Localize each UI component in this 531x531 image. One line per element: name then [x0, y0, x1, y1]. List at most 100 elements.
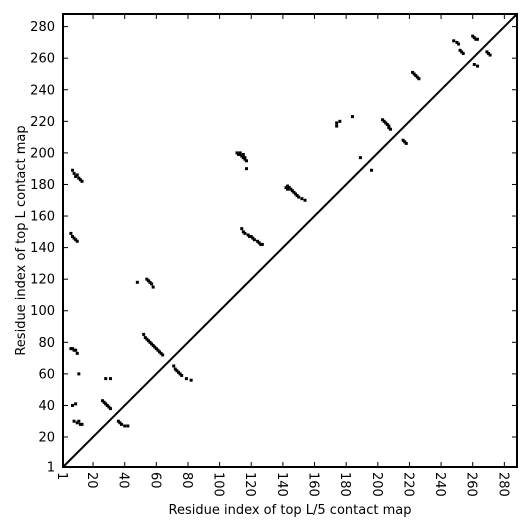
contact-point-upper: [240, 154, 244, 158]
contact-point-upper: [488, 53, 492, 57]
contact-point-upper: [472, 36, 476, 40]
contact-point-upper: [238, 152, 242, 156]
contact-point-upper: [474, 37, 478, 41]
y-axis-label: Residue index of top L contact map: [14, 125, 29, 355]
contact-point-upper: [382, 119, 386, 123]
contact-point-lower: [72, 236, 76, 240]
contact-point-lower: [148, 340, 152, 344]
contact-point-lower: [150, 282, 154, 286]
contact-point-upper: [338, 119, 342, 123]
y-tick-label: 120: [30, 273, 55, 288]
contact-point-lower: [74, 348, 78, 352]
contact-point-upper: [417, 77, 421, 81]
contact-point-lower: [72, 419, 76, 423]
contact-point-lower: [107, 405, 111, 409]
contact-point-lower: [135, 280, 139, 284]
contact-point-lower: [69, 347, 73, 351]
x-tick-label: 240: [432, 472, 447, 497]
contact-point-lower: [104, 377, 108, 381]
contact-point-lower: [72, 171, 76, 175]
contact-point-upper: [455, 40, 459, 44]
contact-point-upper: [256, 239, 260, 243]
contact-point-lower: [159, 351, 163, 355]
contact-point-lower: [154, 347, 158, 351]
y-tick-label: 160: [30, 210, 55, 225]
x-tick-label: 280: [495, 472, 510, 497]
contact-point-lower: [126, 424, 130, 428]
y-tick-label: 40: [38, 399, 55, 414]
y-tick-label: 100: [30, 304, 55, 319]
contact-point-lower: [78, 178, 82, 182]
contact-point-upper: [461, 51, 465, 55]
y-tick-label: 240: [30, 83, 55, 98]
contact-point-upper: [475, 37, 479, 41]
contact-point-lower: [75, 239, 79, 243]
contact-point-lower: [157, 350, 161, 354]
contact-point-lower: [173, 367, 177, 371]
contact-point-upper: [403, 140, 407, 144]
contact-point-lower: [101, 399, 105, 403]
contact-point-upper: [240, 227, 244, 231]
contact-point-lower: [120, 422, 124, 426]
contact-point-lower: [70, 403, 74, 407]
contact-point-upper: [384, 121, 388, 125]
contact-point-lower: [153, 345, 157, 349]
contact-point-lower: [156, 348, 160, 352]
contact-point-lower: [102, 400, 106, 404]
x-tick-label: 20: [84, 472, 99, 489]
contact-point-lower: [74, 402, 78, 406]
contact-point-upper: [401, 138, 405, 142]
x-tick-label: 40: [116, 472, 131, 489]
contact-point-upper: [284, 186, 288, 190]
contact-point-upper: [286, 187, 290, 191]
contact-point-upper: [294, 192, 298, 196]
contact-point-upper: [381, 118, 385, 122]
contact-point-upper: [335, 121, 339, 125]
x-axis-label: Residue index of top L/5 contact map: [169, 503, 412, 518]
contact-point-upper: [251, 236, 255, 240]
x-tick-label: 100: [211, 472, 226, 497]
x-tick-label: 60: [147, 472, 162, 489]
y-tick-label: 60: [38, 367, 55, 382]
contact-point-upper: [259, 242, 263, 246]
x-tick-label: 220: [400, 472, 415, 497]
y-tick-label: 140: [30, 241, 55, 256]
contact-point-lower: [178, 372, 182, 376]
contact-point-lower: [180, 373, 184, 377]
contact-point-upper: [369, 168, 373, 172]
contact-point-lower: [161, 353, 165, 357]
contact-point-lower: [77, 419, 81, 423]
contact-point-upper: [244, 167, 248, 171]
contact-point-upper: [404, 141, 408, 145]
contact-point-lower: [151, 285, 155, 289]
contact-point-lower: [108, 407, 112, 411]
contact-point-upper: [292, 190, 296, 194]
contact-point-upper: [472, 63, 476, 67]
y-tick-label: 1: [47, 461, 55, 476]
y-tick-label: 180: [30, 178, 55, 193]
x-tick-label: 1: [54, 472, 69, 480]
plot-frame: [62, 13, 518, 468]
contact-point-upper: [475, 64, 479, 68]
contact-point-upper: [241, 152, 245, 156]
contact-point-upper: [485, 50, 489, 54]
y-tick-label: 260: [30, 52, 55, 67]
contact-point-upper: [289, 187, 293, 191]
contact-point-lower: [70, 235, 74, 239]
contact-point-upper: [238, 151, 242, 155]
contact-point-lower: [75, 421, 79, 425]
contact-point-upper: [452, 39, 456, 43]
contact-point-upper: [260, 242, 264, 246]
contact-point-upper: [414, 74, 418, 78]
contact-point-lower: [104, 402, 108, 406]
contact-point-upper: [458, 48, 462, 52]
contact-point-upper: [415, 75, 419, 79]
y-tick-label: 80: [38, 336, 55, 351]
x-tick-label: 120: [242, 472, 257, 497]
x-tick-label: 160: [306, 472, 321, 497]
y-tick-label: 280: [30, 20, 55, 35]
contact-point-upper: [471, 34, 475, 38]
contact-point-lower: [74, 175, 78, 179]
